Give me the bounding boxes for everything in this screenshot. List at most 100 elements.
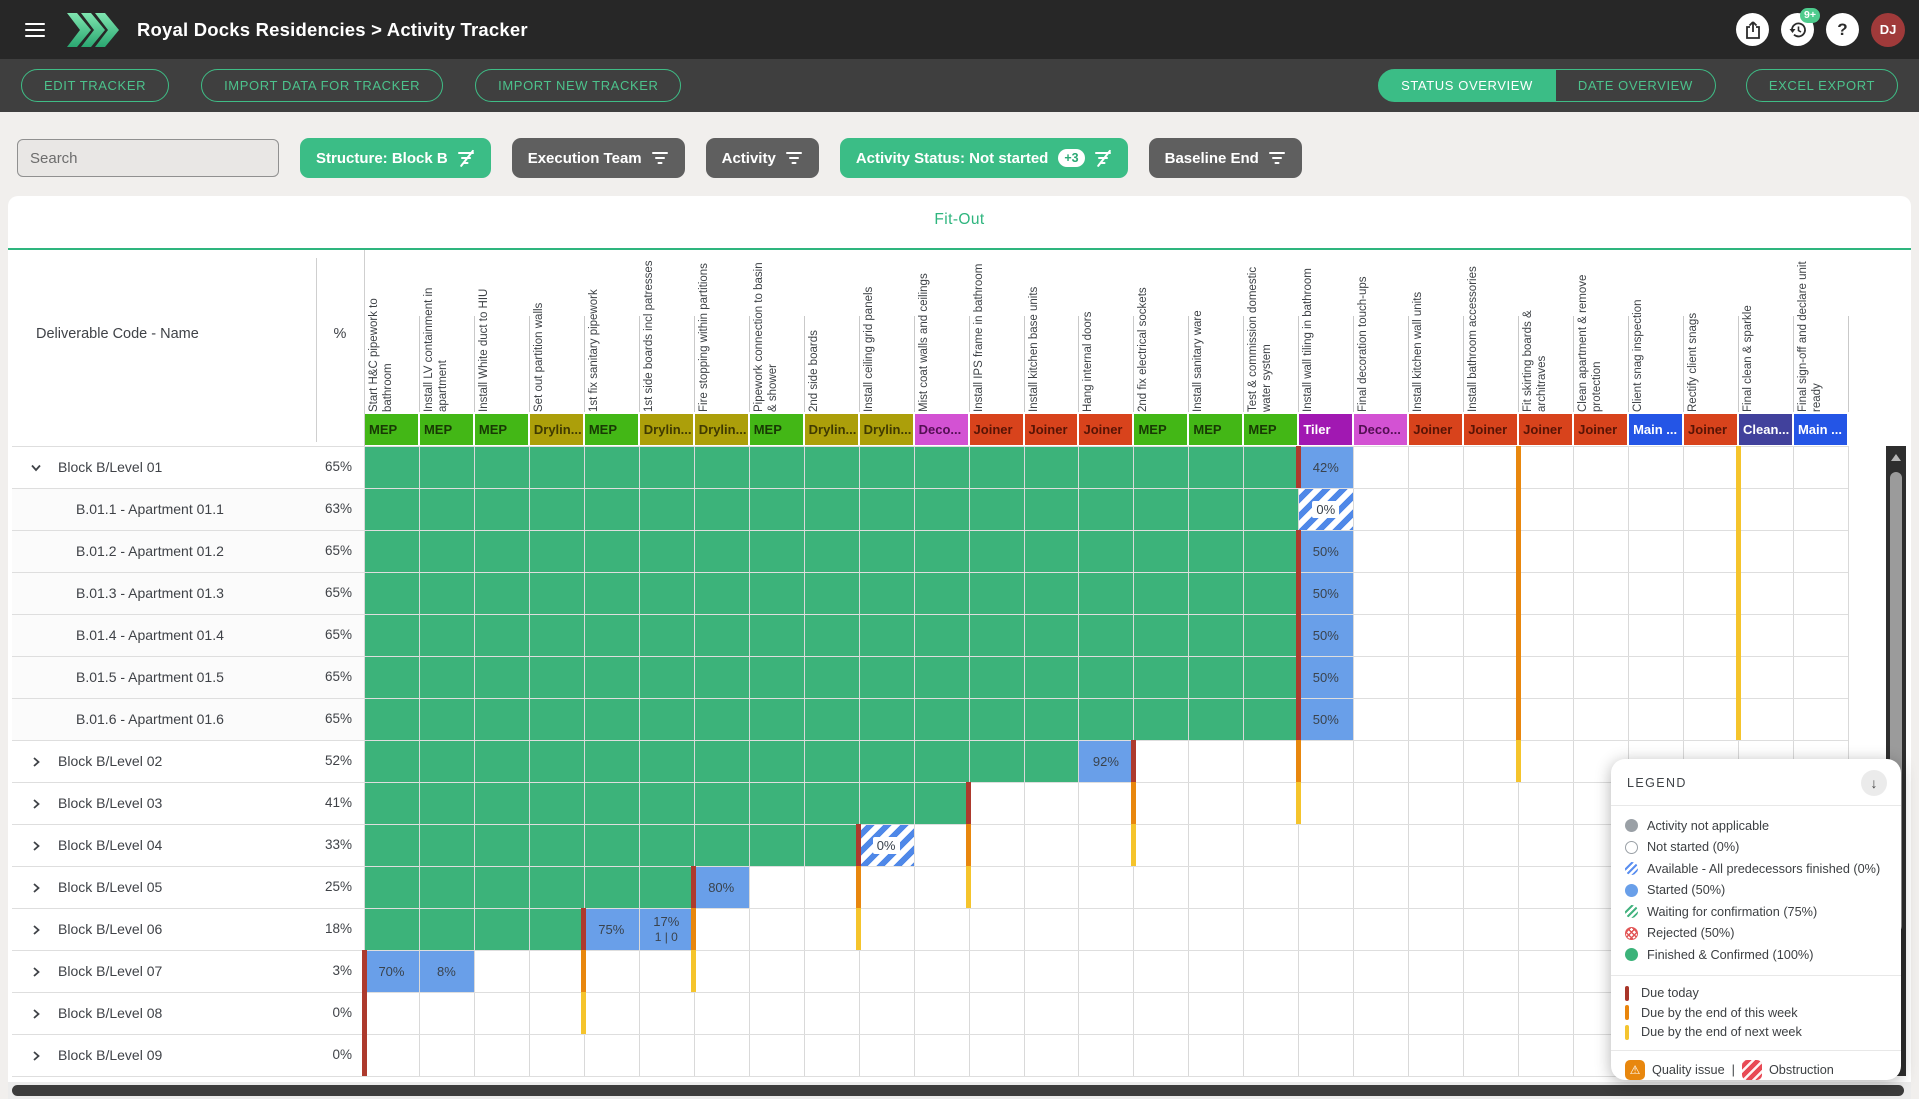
- help-button[interactable]: ?: [1826, 13, 1859, 46]
- history-button[interactable]: 9+: [1781, 13, 1814, 46]
- team-chip[interactable]: MEP: [1189, 414, 1242, 445]
- deliverable-row[interactable]: Block B/Level 0341%: [12, 782, 364, 824]
- filter-icon[interactable]: [786, 151, 803, 166]
- activity-cell-started[interactable]: 50%: [1298, 530, 1353, 572]
- deliverable-row[interactable]: Block B/Level 0618%: [12, 908, 364, 950]
- chevron-right-icon[interactable]: [30, 923, 42, 935]
- avatar[interactable]: DJ: [1871, 13, 1905, 47]
- filter-chip[interactable]: Activity: [706, 138, 819, 178]
- deliverable-row[interactable]: B.01.3 - Apartment 01.365%: [12, 572, 364, 614]
- deliverable-row[interactable]: B.01.6 - Apartment 01.665%: [12, 698, 364, 740]
- filter-chip[interactable]: Baseline End: [1149, 138, 1302, 178]
- team-chip[interactable]: Joiner: [970, 414, 1023, 445]
- chevron-right-icon[interactable]: [30, 797, 42, 809]
- team-chip[interactable]: Joiner: [1409, 414, 1462, 445]
- team-chip[interactable]: MEP: [420, 414, 473, 445]
- finished-cells[interactable]: [364, 530, 1298, 572]
- share-button[interactable]: [1736, 13, 1769, 46]
- activity-cell-available[interactable]: 0%: [1298, 488, 1353, 530]
- deliverable-row[interactable]: B.01.1 - Apartment 01.163%: [12, 488, 364, 530]
- team-chip[interactable]: Joiner: [1025, 414, 1078, 445]
- search-input[interactable]: [17, 139, 279, 177]
- activity-cell-started[interactable]: 80%: [694, 866, 749, 908]
- edit-tracker-button[interactable]: EDIT TRACKER: [21, 69, 169, 102]
- finished-cells[interactable]: [364, 446, 1298, 488]
- deliverable-row[interactable]: B.01.4 - Apartment 01.465%: [12, 614, 364, 656]
- team-chip[interactable]: Drylin...: [695, 414, 748, 445]
- activity-cell-available[interactable]: 0%: [859, 824, 914, 866]
- scroll-up-icon[interactable]: [1891, 454, 1901, 461]
- activity-cell-started[interactable]: 50%: [1298, 698, 1353, 740]
- team-chip[interactable]: MEP: [475, 414, 528, 445]
- finished-cells[interactable]: [364, 698, 1298, 740]
- filter-off-icon[interactable]: [1095, 151, 1112, 166]
- finished-cells[interactable]: [364, 740, 1078, 782]
- chevron-right-icon[interactable]: [30, 755, 42, 767]
- deliverable-row[interactable]: Block B/Level 0433%: [12, 824, 364, 866]
- filter-icon[interactable]: [652, 151, 669, 166]
- filter-icon[interactable]: [1269, 151, 1286, 166]
- deliverable-row[interactable]: B.01.2 - Apartment 01.265%: [12, 530, 364, 572]
- team-chip[interactable]: Joiner: [1464, 414, 1517, 445]
- team-chip[interactable]: MEP: [1244, 414, 1297, 445]
- deliverable-row[interactable]: Block B/Level 080%: [12, 992, 364, 1034]
- team-chip[interactable]: Joiner: [1684, 414, 1737, 445]
- team-chip[interactable]: MEP: [365, 414, 418, 445]
- deliverable-row[interactable]: Block B/Level 0165%: [12, 446, 364, 488]
- import-new-tracker-button[interactable]: IMPORT NEW TRACKER: [475, 69, 681, 102]
- team-chip[interactable]: Deco...: [915, 414, 968, 445]
- deliverable-row[interactable]: Block B/Level 090%: [12, 1034, 364, 1076]
- chevron-right-icon[interactable]: [30, 965, 42, 977]
- team-chip[interactable]: MEP: [585, 414, 638, 445]
- chevron-down-icon[interactable]: [30, 461, 42, 473]
- finished-cells[interactable]: [364, 824, 859, 866]
- deliverable-row[interactable]: Block B/Level 073%: [12, 950, 364, 992]
- finished-cells[interactable]: [364, 782, 969, 824]
- chevron-right-icon[interactable]: [30, 881, 42, 893]
- finished-cells[interactable]: [364, 614, 1298, 656]
- team-chip[interactable]: Deco...: [1354, 414, 1407, 445]
- activity-cell-started[interactable]: 17%1 | 0: [639, 908, 694, 950]
- legend-collapse-button[interactable]: ↓: [1861, 770, 1887, 796]
- activity-cell-started[interactable]: 50%: [1298, 656, 1353, 698]
- team-chip[interactable]: Joiner: [1574, 414, 1627, 445]
- filter-chip[interactable]: Structure: Block B: [300, 138, 491, 178]
- team-chip[interactable]: Drylin...: [860, 414, 913, 445]
- menu-icon[interactable]: [25, 23, 45, 37]
- activity-cell-started[interactable]: 75%: [584, 908, 639, 950]
- excel-export-button[interactable]: EXCEL EXPORT: [1746, 69, 1898, 102]
- deliverable-row[interactable]: Block B/Level 0525%: [12, 866, 364, 908]
- activity-cell-started[interactable]: 92%: [1078, 740, 1133, 782]
- filter-off-icon[interactable]: [458, 151, 475, 166]
- team-chip[interactable]: Joiner: [1079, 414, 1132, 445]
- deliverable-progress: 3%: [332, 963, 352, 978]
- finished-cells[interactable]: [364, 656, 1298, 698]
- tab-status-overview[interactable]: STATUS OVERVIEW: [1378, 69, 1556, 102]
- team-chip[interactable]: MEP: [750, 414, 803, 445]
- import-data-button[interactable]: IMPORT DATA FOR TRACKER: [201, 69, 443, 102]
- activity-cell-started[interactable]: 50%: [1298, 572, 1353, 614]
- team-chip[interactable]: Tiler: [1299, 414, 1352, 445]
- team-chip[interactable]: Main ...: [1794, 414, 1847, 445]
- team-chip[interactable]: Joiner: [1519, 414, 1572, 445]
- finished-cells[interactable]: [364, 572, 1298, 614]
- deliverable-row[interactable]: B.01.5 - Apartment 01.565%: [12, 656, 364, 698]
- team-chip[interactable]: Clean...: [1739, 414, 1792, 445]
- deliverable-row[interactable]: Block B/Level 0252%: [12, 740, 364, 782]
- team-chip[interactable]: MEP: [1134, 414, 1187, 445]
- team-chip[interactable]: Drylin...: [530, 414, 583, 445]
- chevron-right-icon[interactable]: [30, 1007, 42, 1019]
- chevron-right-icon[interactable]: [30, 839, 42, 851]
- tab-date-overview[interactable]: DATE OVERVIEW: [1556, 69, 1716, 102]
- finished-cells[interactable]: [364, 488, 1298, 530]
- filter-chip[interactable]: Execution Team: [512, 138, 685, 178]
- filter-chip[interactable]: Activity Status: Not started+3: [840, 138, 1128, 178]
- chevron-right-icon[interactable]: [30, 1049, 42, 1061]
- team-chip[interactable]: Main ...: [1629, 414, 1682, 445]
- activity-cell-started[interactable]: 50%: [1298, 614, 1353, 656]
- activity-cell-started[interactable]: 70%: [364, 950, 419, 992]
- team-chip[interactable]: Drylin...: [640, 414, 693, 445]
- team-chip[interactable]: Drylin...: [805, 414, 858, 445]
- activity-cell-started[interactable]: 42%: [1298, 446, 1353, 488]
- activity-cell-started[interactable]: 8%: [419, 950, 474, 992]
